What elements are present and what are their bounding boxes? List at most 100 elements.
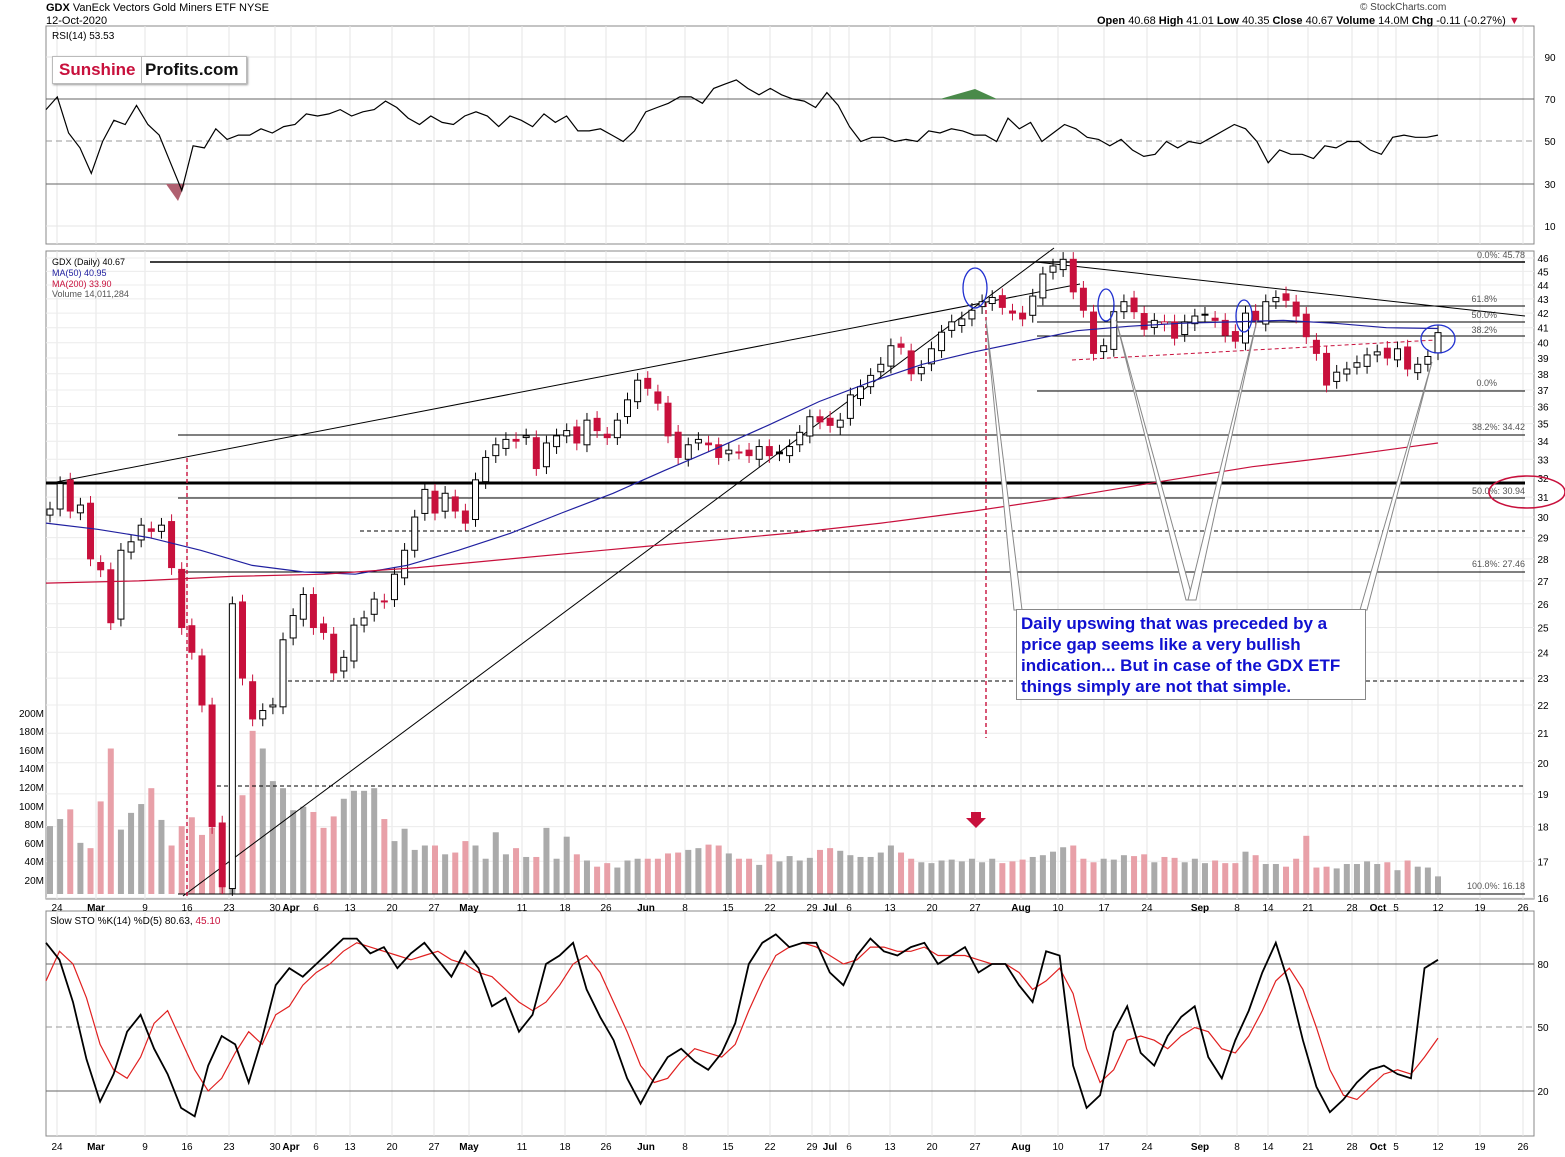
candle-body [522,435,530,439]
candle-body [1424,355,1432,365]
sto-x-tick-label: 21 [1302,1142,1314,1153]
declining-resistance-line [1035,261,1526,317]
sto-x-tick-label: 13 [344,1142,356,1153]
sto-x-tick-label: 11 [517,1142,528,1153]
candle-body [542,442,550,468]
volume-bar [1262,864,1269,894]
candle-body [1008,310,1016,314]
volume-bar [989,858,996,894]
logo-divider [141,57,142,83]
candle-body [157,524,165,532]
volume-bar [999,863,1006,894]
volume-legend: Volume 14,011,284 [52,289,129,299]
volume-bar [472,845,479,894]
volume-bar [77,842,84,894]
candle-body [887,345,895,367]
candle-body [806,416,814,437]
volume-bar [1080,858,1087,894]
ma200-legend: MA(200) 33.90 [52,279,112,289]
volume-bar [87,848,94,894]
candle-body [857,386,865,400]
volume-bar [1131,856,1138,894]
volume-bar [1353,864,1360,894]
candle-body [1019,312,1027,320]
volume-bar [543,827,550,894]
price-y-tick-label: 39 [1537,354,1549,365]
candle-body [259,710,267,720]
volume-bar [735,858,742,894]
sto-x-tick-label: 28 [1346,1142,1358,1153]
volume-bar [594,866,601,894]
volume-bar [1424,867,1431,894]
chart-header-left: GDX VanEck Vectors Gold Miners ETF NYSE [46,2,269,14]
price-x-tick-label: 24 [51,903,63,914]
candle-body [502,438,510,449]
candle-body [441,492,449,512]
price-x-tick-label: 9 [142,903,148,914]
candle-body [107,569,115,624]
price-x-tick-label: Jul [823,903,838,914]
volume-bar [837,850,844,894]
fib-level-label: 0.0%: 45.78 [1477,250,1525,260]
sto-panel [45,910,1535,1137]
sto-x-tick-label: 13 [884,1142,896,1153]
price-x-tick-label: 24 [1141,903,1153,914]
candle-body [775,451,783,455]
price-y-tick-label: 45 [1537,267,1549,278]
sto-y-tick-label: 80 [1537,960,1549,971]
price-x-tick-label: 30 [269,903,281,914]
rsi-panel [45,25,1535,245]
volume-y-tick-label: 120M [19,783,44,794]
annotation-box: Daily upswing that was preceded by a pri… [1016,609,1366,700]
candle-body [178,568,186,629]
candle-body [482,456,490,483]
volume-bar [928,863,935,894]
volume-bar [786,856,793,894]
volume-y-tick-label: 40M [25,857,44,868]
volume-bar [1404,860,1411,894]
sto-x-tick-label: 8 [682,1142,688,1153]
candle-body [897,343,905,348]
volume-bar [746,858,753,894]
volume-bar [198,834,205,894]
price-x-tick-label: 14 [1262,903,1274,914]
candle-body [654,391,662,404]
volume-bar [67,809,74,894]
price-x-tick-label: Sep [1191,903,1209,914]
rsi-line [45,79,1439,193]
volume-bar [259,748,266,894]
rsi-y-tick-label: 10 [1544,222,1556,233]
gap-support-line [1071,339,1437,361]
sto-x-tick-label: 26 [1517,1142,1529,1153]
price-x-tick-label: 26 [1517,903,1529,914]
price-y-tick-label: 18 [1537,823,1549,834]
volume-bar [148,788,155,894]
candle-body [927,348,935,365]
volume-bar [715,845,722,894]
candle-body [289,615,297,639]
candle-body [1029,295,1037,316]
candle-body [1181,321,1189,336]
volume-bar [1232,863,1239,894]
price-x-tick-label: Mar [87,903,105,914]
highlight-ellipse [1097,288,1115,322]
price-x-tick-label: 11 [517,903,528,914]
exchange: NYSE [239,2,269,14]
candle-body [360,617,368,626]
rising-resistance-line [45,283,1081,485]
volume-bar [391,841,398,894]
sto-x-tick-label: 20 [926,1142,938,1153]
price-y-tick-label: 24 [1537,648,1549,659]
candle-body [583,419,591,446]
candle-body [532,437,540,470]
candle-body [66,479,74,512]
volume-bar [654,858,661,894]
candle-body [613,419,621,439]
candle-body [1059,258,1067,271]
candle-body [1282,293,1290,301]
volume-arrow-icon [966,812,986,828]
candle-body [421,488,429,514]
volume-bar [1394,870,1401,894]
candle-body [674,431,682,458]
sto-x-tick-label: 29 [806,1142,818,1153]
